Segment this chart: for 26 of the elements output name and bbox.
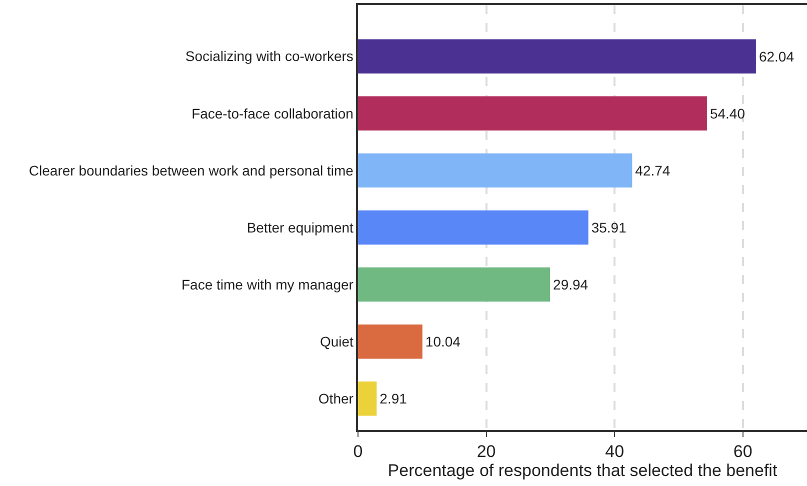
x-tick-label: 20 <box>476 442 496 462</box>
data-label: 29.94 <box>553 276 588 293</box>
y-tick-label: Better equipment <box>246 219 354 236</box>
x-tick-label: 0 <box>353 442 363 462</box>
y-tick-label: Face time with my manager <box>181 276 354 292</box>
bar <box>358 382 377 416</box>
data-label: 54.40 <box>710 105 746 122</box>
bar <box>358 39 756 74</box>
bar <box>358 324 422 359</box>
data-label: 35.91 <box>591 219 627 236</box>
y-tick-label: Socializing with co-workers <box>185 48 354 64</box>
x-tick-label: 40 <box>605 442 624 462</box>
data-label: 42.74 <box>635 162 670 178</box>
data-label: 62.04 <box>758 48 794 64</box>
bar <box>358 96 707 130</box>
data-label: 2.91 <box>380 390 408 407</box>
y-tick-label: Other <box>318 390 354 407</box>
y-tick-label: Clearer boundaries between work and personal time <box>28 162 354 178</box>
data-label: 10.04 <box>425 334 461 350</box>
bar <box>358 267 550 302</box>
bar <box>358 153 632 188</box>
x-axis-title: Percentage of respondents that selected the benefit <box>388 461 778 480</box>
bar <box>358 210 588 245</box>
y-tick-label: Face-to-face collaboration <box>192 105 354 122</box>
y-tick-label: Quiet <box>320 333 354 350</box>
x-tick-label: 60 <box>733 442 752 462</box>
